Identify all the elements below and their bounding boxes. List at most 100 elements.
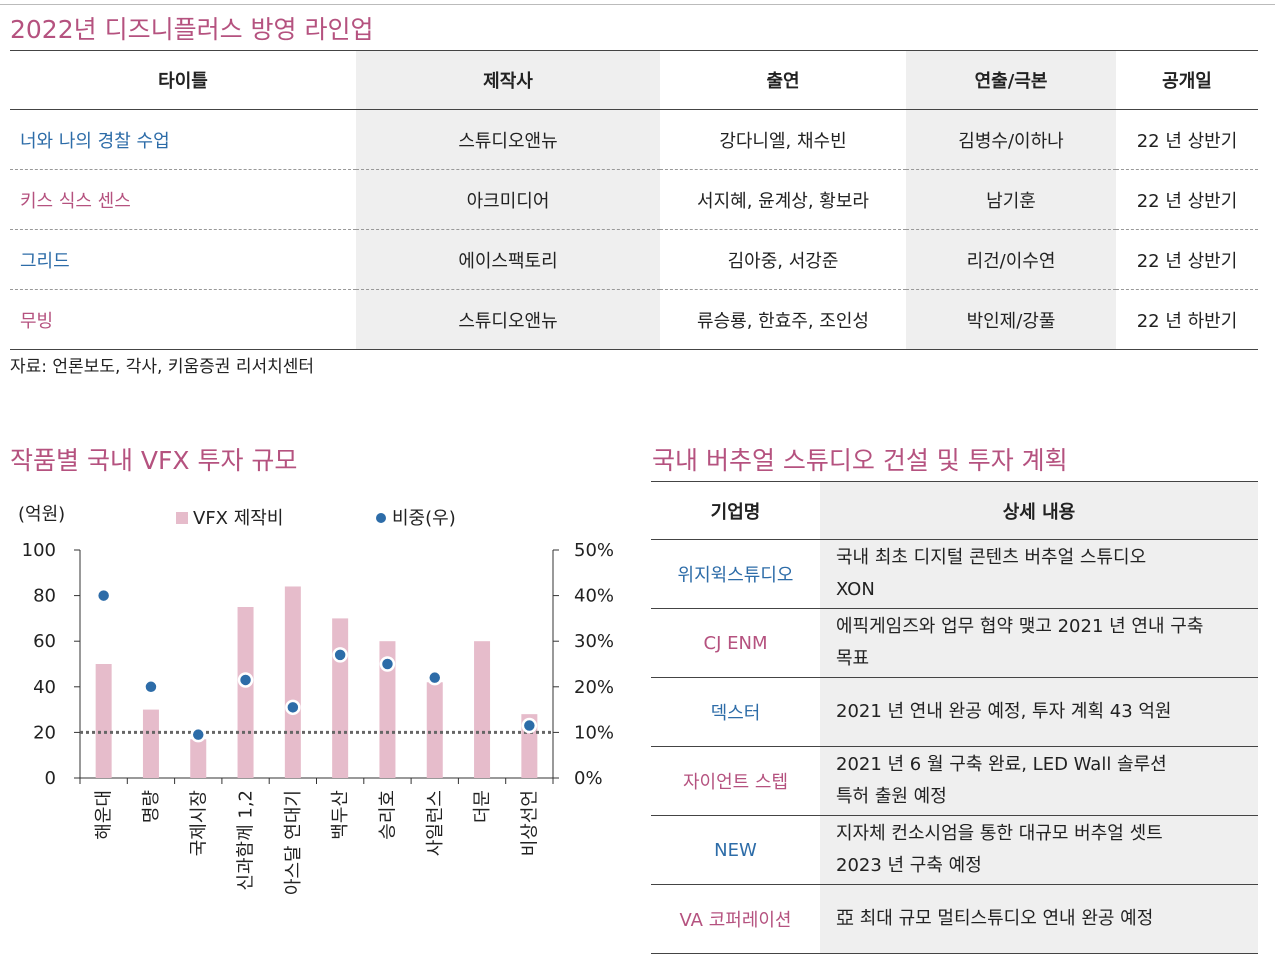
detail-line: 에픽게임즈와 업무 협약 맺고 2021 년 연내 구축 [836,616,1204,637]
row-title: 그리드 [10,229,356,290]
row-producer: 에이스팩토리 [356,229,660,290]
header-producer: 제작사 [356,50,660,110]
point-0 [95,587,112,604]
header-detail: 상세 내용 [820,481,1258,540]
table-row: 위지윅스튜디오 국내 최초 디지털 콘텐츠 버추얼 스튜디오 XON [651,539,1258,609]
row-release: 22 년 하반기 [1116,289,1258,350]
company-name: CJ ENM [651,608,820,678]
legend-dot-label: 비중(우) [392,508,456,529]
company-name: VA 코퍼레이션 [651,884,820,954]
company-detail: 국내 최초 디지털 콘텐츠 버추얼 스튜디오 XON [820,539,1258,609]
row-director: 박인제/강풀 [906,289,1116,350]
row-director: 남기훈 [906,169,1116,230]
bar-5 [332,618,349,778]
table-row: 덱스터 2021 년 연내 완공 예정, 투자 계획 43 억원 [651,677,1258,747]
table-row: 자이언트 스텝 2021 년 6 월 구축 완료, LED Wall 솔루션 특허 … [651,746,1258,816]
y-tick-label: 20 [33,722,56,743]
company-name: NEW [651,815,820,885]
y2-tick-label: 20% [574,677,614,698]
top-rule [0,4,1275,5]
x-tick-label: 국제시장 [188,790,209,856]
point-4 [285,699,301,716]
company-detail: 지자체 컨소시엄을 통한 대규모 버추얼 셋트 2023 년 구축 예정 [820,815,1258,885]
bar-3 [237,607,254,778]
studio-header-row: 기업명 상세 내용 [651,481,1258,540]
header-release: 공개일 [1116,50,1258,110]
detail-line: 2021 년 6 월 구축 완료, LED Wall 솔루션 [836,754,1167,775]
detail-line: 亞 최대 규모 멀티스튜디오 연내 완공 예정 [836,908,1154,929]
y-tick-label: 80 [33,586,56,607]
x-tick-label: 해운대 [94,790,115,840]
row-title: 키스 식스 센스 [10,169,356,230]
x-tick-label: 사일런스 [425,790,446,856]
table-row: 너와 나의 경찰 수업 스튜디오앤뉴 강다니엘, 채수빈 김병수/이하나 22 … [10,109,1258,170]
row-cast: 서지혜, 윤계상, 황보라 [660,169,906,230]
row-producer: 스튜디오앤뉴 [356,109,660,170]
y-tick-label: 40 [33,677,56,698]
studio-title: 국내 버추얼 스튜디오 건설 및 투자 계획 [652,446,1068,475]
source-note: 자료: 언론보도, 각사, 키움증권 리서치센터 [10,357,315,377]
detail-line: 지자체 컨소시엄을 통한 대규모 버추얼 셋트 [836,823,1163,844]
vfx-chart-title: 작품별 국내 VFX 투자 규모 [10,446,298,475]
header-title: 타이틀 [10,50,356,110]
bar-6 [379,641,396,778]
row-cast: 김아중, 서강준 [660,229,906,290]
y2-tick-label: 10% [574,722,614,743]
row-title: 너와 나의 경찰 수업 [10,109,356,170]
x-tick-label: 아스달 연대기 [283,790,304,895]
point-6 [379,656,396,672]
bar-1 [142,709,159,778]
y2-tick-label: 0% [574,768,603,789]
legend-dot-swatch [376,513,386,523]
header-cast: 출연 [660,50,906,110]
lineup-table: 타이틀 제작사 출연 연출/극본 공개일 너와 나의 경찰 수업 스튜디오앤뉴 … [10,50,1258,350]
x-tick-label: 신과함께 1,2 [236,790,257,891]
bar-4 [284,586,301,778]
row-release: 22 년 상반기 [1116,229,1258,290]
row-cast: 류승룡, 한효주, 조인성 [660,289,906,350]
table-row: VA 코퍼레이션 亞 최대 규모 멀티스튜디오 연내 완공 예정 [651,884,1258,954]
table-row: CJ ENM 에픽게임즈와 업무 협약 맺고 2021 년 연내 구축 목표 [651,608,1258,678]
company-detail: 2021 년 6 월 구축 완료, LED Wall 솔루션 특허 출원 예정 [820,746,1258,816]
company-detail: 亞 최대 규모 멀티스튜디오 연내 완공 예정 [820,884,1258,954]
company-name: 덱스터 [651,677,820,747]
lineup-header-row: 타이틀 제작사 출연 연출/극본 공개일 [10,50,1258,110]
row-producer: 아크미디어 [356,169,660,230]
table-row: 키스 식스 센스 아크미디어 서지혜, 윤계상, 황보라 남기훈 22 년 상반… [10,169,1258,230]
point-7 [427,669,443,686]
point-9 [521,717,538,734]
y-tick-label: 100 [22,540,56,561]
y-axis-label: (억원) [18,504,65,525]
studio-table: 기업명 상세 내용 위지윅스튜디오 국내 최초 디지털 콘텐츠 버추얼 스튜디오 X… [651,481,1258,954]
bar-0 [95,664,112,778]
bar-7 [426,682,443,778]
header-company: 기업명 [651,481,820,540]
table-row: 그리드 에이스팩토리 김아중, 서강준 리건/이수연 22 년 상반기 [10,229,1258,290]
detail-line: 2021 년 연내 완공 예정, 투자 계획 43 억원 [836,701,1172,722]
legend-bar-swatch [176,512,188,524]
x-tick-label: 비상선언 [519,790,540,856]
x-tick-label: 더문 [472,790,493,823]
legend-bar-label: VFX 제작비 [193,508,283,529]
row-director: 김병수/이하나 [906,109,1116,170]
detail-line: 2023 년 구축 예정 [836,855,982,876]
y2-tick-label: 30% [574,631,614,652]
detail-line: XON [836,579,875,600]
lineup-title: 2022년 디즈니플러스 방영 라인업 [10,15,374,44]
x-tick-label: 백두산 [330,790,351,840]
vfx-chart: (억원) VFX 제작비 비중(우) 0 20 40 60 80 100 0% 10% 20% 30% 4… [18,504,614,895]
point-5 [332,647,348,663]
table-row: 무빙 스튜디오앤뉴 류승룡, 한효주, 조인성 박인제/강풀 22 년 하반기 [10,289,1258,350]
x-tick-label: 승리호 [377,790,398,840]
y-tick-label: 60 [33,631,56,652]
row-cast: 강다니엘, 채수빈 [660,109,906,170]
y2-tick-label: 50% [574,540,614,561]
point-2 [190,726,206,743]
point-3 [237,672,254,688]
company-name: 위지윅스튜디오 [651,539,820,609]
company-detail: 2021 년 연내 완공 예정, 투자 계획 43 억원 [820,677,1258,747]
y2-tick-label: 40% [574,586,614,607]
detail-line: 목표 [836,648,870,669]
row-release: 22 년 상반기 [1116,109,1258,170]
